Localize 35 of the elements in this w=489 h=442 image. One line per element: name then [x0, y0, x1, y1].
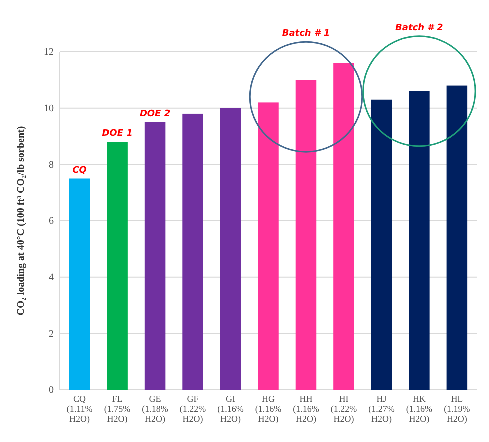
bar: [182, 114, 204, 390]
y-tick-label: 4: [49, 272, 54, 284]
x-tick-label: HI (1.22% H2O): [330, 394, 358, 424]
bar: [371, 100, 392, 390]
text: Batch # 1: [282, 29, 330, 40]
y-tick-label: 2: [49, 328, 54, 340]
text: Batch # 2: [396, 23, 444, 34]
y-tick-label: 10: [44, 104, 54, 115]
bar: [144, 122, 166, 390]
y-tick-label: 0: [49, 385, 54, 396]
y-axis-title: CO₂ loading at 40°C (100 ft³ CO₂/lb sorbent): [16, 126, 27, 316]
y-tick-label: 12: [44, 47, 54, 58]
x-tick-label: GF (1.22% H2O): [180, 394, 207, 424]
x-tick-label: FL (1.75% H2O): [104, 394, 132, 424]
bar: [296, 80, 317, 390]
bar: [258, 102, 279, 390]
bar: [334, 63, 354, 390]
bar: [446, 86, 468, 390]
annotation: DOE 2: [140, 109, 171, 120]
x-tick-label: HK (1.16% H2O): [406, 394, 434, 424]
x-tick-label: HG (1.16% H2O): [255, 394, 282, 424]
y-tick-label: 8: [49, 160, 54, 171]
x-tick-label: HH (1.16% H2O): [293, 394, 320, 424]
annotation: CQ: [72, 166, 88, 176]
bar: [69, 178, 90, 390]
bar: [107, 142, 128, 390]
annotation: DOE 1: [102, 129, 133, 140]
x-tick-label: GI (1.16% H2O): [218, 394, 244, 424]
x-tick-label: GE (1.18% H2O): [142, 394, 169, 424]
y-tick-label: 6: [49, 216, 54, 228]
bar: [409, 91, 430, 390]
x-tick-label: HJ (1.27% H2O): [368, 394, 396, 424]
bar: [220, 108, 242, 390]
x-tick-label: HL (1.19% H2O): [444, 394, 471, 424]
x-tick-label: CQ (1.11% H2O): [66, 394, 94, 424]
